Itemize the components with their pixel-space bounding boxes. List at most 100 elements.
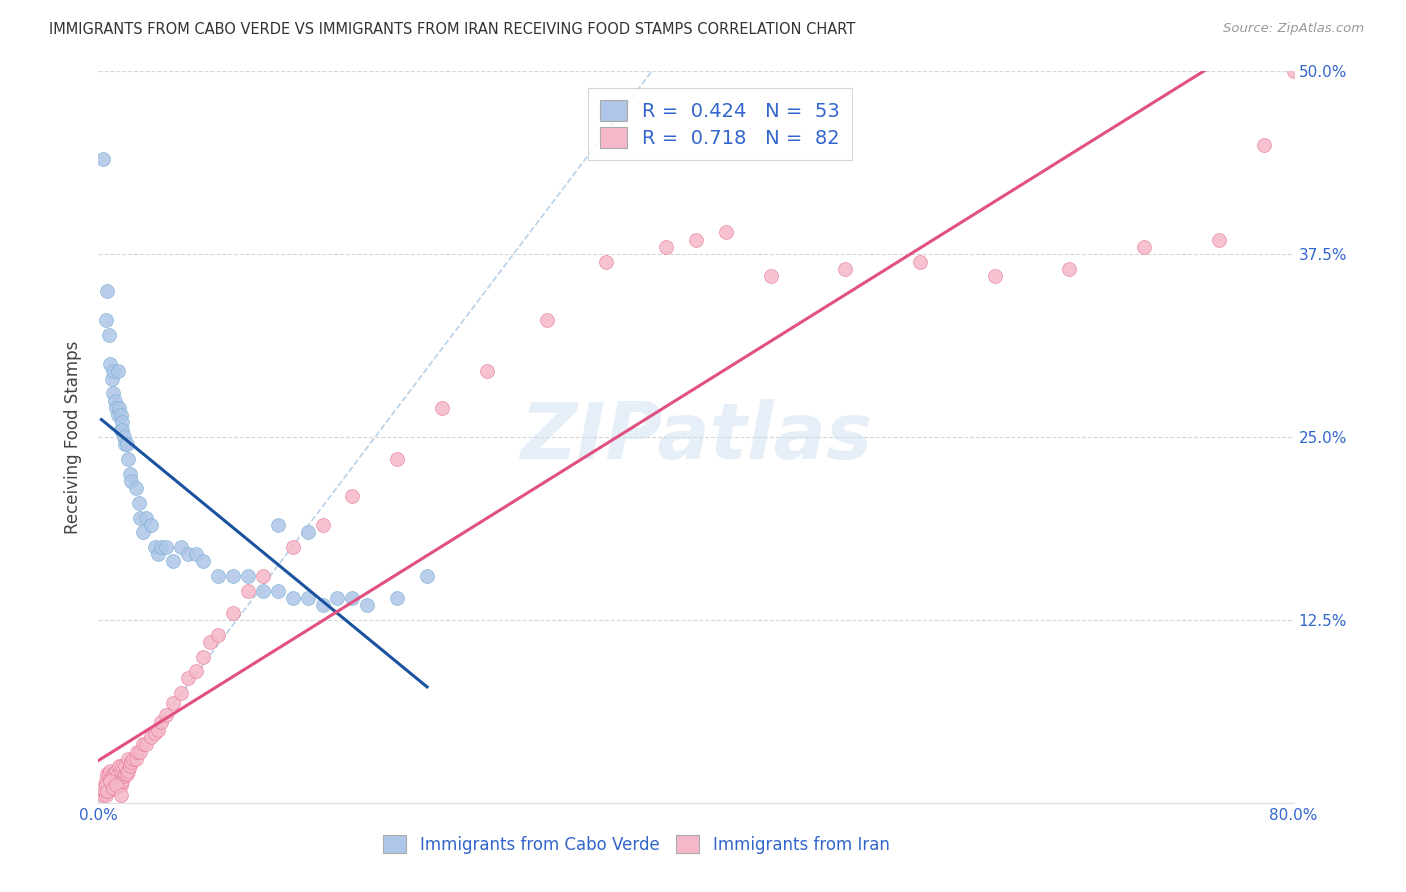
- Point: [107, 408, 129, 422]
- Point: [111, 423, 134, 437]
- Point: [252, 569, 274, 583]
- Point: [356, 599, 378, 613]
- Point: [267, 583, 290, 598]
- Point: [108, 759, 131, 773]
- Point: [117, 764, 139, 778]
- Point: [207, 627, 229, 641]
- Point: [759, 269, 782, 284]
- Point: [222, 569, 245, 583]
- Point: [155, 540, 177, 554]
- Point: [98, 764, 122, 778]
- Point: [311, 599, 333, 613]
- Text: Source: ZipAtlas.com: Source: ZipAtlas.com: [1223, 22, 1364, 36]
- Point: [385, 452, 409, 467]
- Point: [1208, 233, 1230, 247]
- Point: [222, 606, 245, 620]
- Point: [128, 496, 150, 510]
- Point: [110, 778, 132, 792]
- Point: [107, 778, 129, 792]
- Point: [94, 313, 117, 327]
- Point: [105, 773, 128, 788]
- Point: [135, 510, 157, 524]
- Point: [117, 452, 139, 467]
- Point: [103, 364, 125, 378]
- Point: [148, 547, 170, 561]
- Point: [143, 725, 166, 739]
- Point: [103, 386, 125, 401]
- Point: [595, 254, 617, 268]
- Point: [108, 773, 131, 788]
- Point: [110, 764, 132, 778]
- Point: [104, 393, 127, 408]
- Point: [1059, 261, 1081, 276]
- Text: ZIPatlas: ZIPatlas: [520, 399, 872, 475]
- Point: [94, 789, 117, 803]
- Point: [97, 781, 120, 796]
- Point: [150, 715, 173, 730]
- Point: [104, 766, 127, 780]
- Point: [326, 591, 349, 605]
- Point: [104, 781, 127, 796]
- Point: [115, 766, 138, 780]
- Point: [416, 569, 439, 583]
- Point: [143, 540, 166, 554]
- Point: [184, 547, 207, 561]
- Point: [162, 554, 184, 568]
- Point: [834, 261, 856, 276]
- Point: [132, 525, 155, 540]
- Point: [177, 547, 200, 561]
- Point: [125, 481, 148, 495]
- Point: [908, 254, 931, 268]
- Point: [91, 781, 114, 796]
- Point: [475, 364, 498, 378]
- Point: [96, 784, 118, 798]
- Point: [96, 784, 118, 798]
- Point: [536, 313, 558, 327]
- Point: [132, 737, 155, 751]
- Point: [169, 686, 191, 700]
- Point: [685, 233, 707, 247]
- Point: [114, 759, 136, 773]
- Point: [169, 540, 191, 554]
- Point: [111, 416, 134, 430]
- Point: [177, 672, 200, 686]
- Point: [714, 225, 737, 239]
- Point: [110, 789, 132, 803]
- Point: [103, 766, 125, 780]
- Point: [342, 591, 364, 605]
- Point: [155, 708, 177, 723]
- Point: [430, 401, 453, 415]
- Point: [127, 745, 149, 759]
- Point: [342, 489, 364, 503]
- Point: [107, 364, 129, 378]
- Point: [1133, 240, 1156, 254]
- Point: [118, 467, 141, 481]
- Point: [984, 269, 1007, 284]
- Text: IMMIGRANTS FROM CABO VERDE VS IMMIGRANTS FROM IRAN RECEIVING FOOD STAMPS CORRELA: IMMIGRANTS FROM CABO VERDE VS IMMIGRANTS…: [49, 22, 855, 37]
- Point: [139, 517, 162, 532]
- Point: [135, 737, 157, 751]
- Point: [98, 357, 122, 371]
- Point: [162, 696, 184, 710]
- Point: [120, 755, 142, 769]
- Point: [297, 591, 319, 605]
- Point: [120, 474, 142, 488]
- Point: [267, 517, 290, 532]
- Point: [112, 769, 135, 783]
- Point: [297, 525, 319, 540]
- Point: [236, 583, 259, 598]
- Point: [108, 401, 131, 415]
- Point: [1282, 64, 1305, 78]
- Point: [114, 437, 136, 451]
- Point: [110, 408, 132, 422]
- Point: [129, 510, 152, 524]
- Legend: Immigrants from Cabo Verde, Immigrants from Iran: Immigrants from Cabo Verde, Immigrants f…: [377, 829, 896, 860]
- Point: [96, 766, 118, 780]
- Point: [91, 789, 114, 803]
- Point: [1253, 137, 1275, 152]
- Point: [121, 752, 143, 766]
- Point: [97, 766, 120, 780]
- Y-axis label: Receiving Food Stamps: Receiving Food Stamps: [65, 341, 83, 533]
- Point: [252, 583, 274, 598]
- Point: [129, 745, 152, 759]
